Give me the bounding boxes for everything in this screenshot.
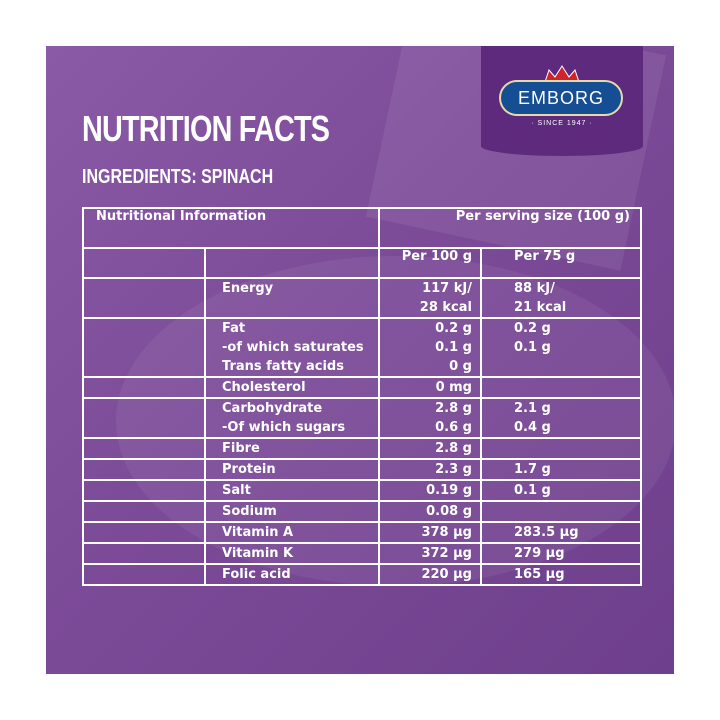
nutrient-label: Fat -of which saturates Trans fatty acids — [204, 317, 380, 378]
value-per-100g: 2.8 g 0.6 g — [378, 397, 482, 439]
page-title: NUTRITION FACTS — [82, 108, 330, 149]
column-header-row: Per 100 g Per 75 g — [82, 247, 642, 279]
value-per-100g: 117 kJ/28 kcal — [378, 277, 482, 319]
table-header-row: Nutritional Information Per serving size… — [82, 207, 642, 249]
col-per-100g: Per 100 g — [378, 247, 482, 279]
value-per-75g: 283.5 µg — [480, 521, 642, 544]
value-per-75g — [480, 376, 642, 399]
value-per-75g: 279 µg — [480, 542, 642, 565]
value-per-75g: 0.1 g — [480, 479, 642, 502]
brand-logo: EMBORG · SINCE 1947 · — [481, 46, 643, 156]
nutrient-label: Cholesterol — [204, 376, 380, 399]
brand-since: · SINCE 1947 · — [531, 120, 593, 127]
table-row: Vitamin K 372 µg 279 µg — [82, 542, 642, 565]
brand-badge: EMBORG — [499, 80, 623, 116]
col-per-75g: Per 75 g — [480, 247, 642, 279]
brand-name: EMBORG — [517, 87, 604, 108]
table-row: Vitamin A 378 µg 283.5 µg — [82, 521, 642, 544]
table-row: Salt 0.19 g 0.1 g — [82, 479, 642, 502]
table-row: Fibre 2.8 g — [82, 437, 642, 460]
value-per-100g: 0.19 g — [378, 479, 482, 502]
table-row: Cholesterol 0 mg — [82, 376, 642, 399]
table-row: Carbohydrate -Of which sugars 2.8 g 0.6 g 2.… — [82, 397, 642, 439]
value-per-75g — [480, 500, 642, 523]
nutritional-information-label: Nutritional Information — [82, 207, 380, 249]
nutrient-label: Folic acid — [204, 563, 380, 586]
nutrient-label: Fibre — [204, 437, 380, 460]
table-row: Folic acid 220 µg 165 µg — [82, 563, 642, 586]
nutrient-label: Carbohydrate -Of which sugars — [204, 397, 380, 439]
nutrient-label: Salt — [204, 479, 380, 502]
serving-size-label: Per serving size (100 g) — [378, 207, 642, 249]
value-per-75g: 2.1 g 0.4 g — [480, 397, 642, 439]
table-row: Fat -of which saturates Trans fatty acids 0… — [82, 317, 642, 378]
table-row: Protein 2.3 g 1.7 g — [82, 458, 642, 481]
value-per-75g: 1.7 g — [480, 458, 642, 481]
nutrient-label: Vitamin K — [204, 542, 380, 565]
nutrient-label: Sodium — [204, 500, 380, 523]
value-per-100g: 378 µg — [378, 521, 482, 544]
ingredients-subtitle: INGREDIENTS: SPINACH — [82, 166, 274, 188]
value-per-100g: 0.08 g — [378, 500, 482, 523]
value-per-100g: 0 mg — [378, 376, 482, 399]
value-per-75g — [480, 437, 642, 460]
nutrient-label: Vitamin A — [204, 521, 380, 544]
value-per-100g: 372 µg — [378, 542, 482, 565]
nutrient-label: Protein — [204, 458, 380, 481]
value-per-75g: 0.2 g 0.1 g — [480, 317, 642, 378]
value-per-75g: 165 µg — [480, 563, 642, 586]
value-per-100g: 220 µg — [378, 563, 482, 586]
value-per-100g: 2.3 g — [378, 458, 482, 481]
value-per-100g: 2.8 g — [378, 437, 482, 460]
nutrition-table: Nutritional Information Per serving size… — [82, 207, 642, 586]
product-panel: EMBORG · SINCE 1947 · NUTRITION FACTS IN… — [46, 46, 674, 674]
table-row: Energy 117 kJ/28 kcal 88 kJ/21 kcal — [82, 277, 642, 319]
value-per-75g: 88 kJ/21 kcal — [480, 277, 642, 319]
table-row: Sodium 0.08 g — [82, 500, 642, 523]
nutrient-label: Energy — [204, 277, 380, 319]
